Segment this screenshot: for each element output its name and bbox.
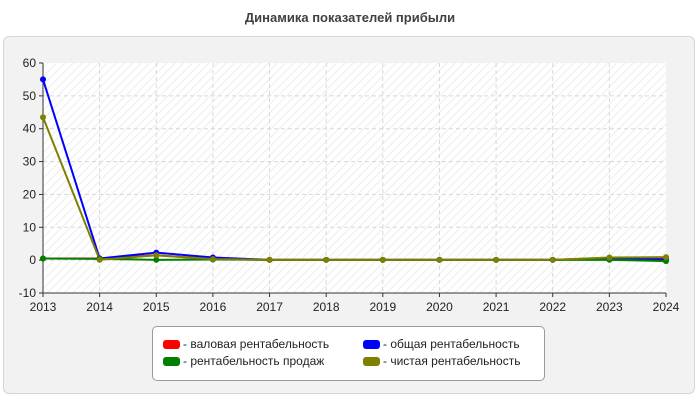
series-4-point (153, 252, 160, 259)
legend-swatch (163, 339, 180, 349)
series-4-point (266, 256, 273, 263)
x-tick-label: 2023 (596, 300, 623, 314)
x-tick-label: 2019 (369, 300, 396, 314)
legend-label: - общая рентабельность (383, 337, 520, 351)
x-tick-label: 2017 (256, 300, 283, 314)
y-tick-label: 40 (23, 122, 37, 136)
y-tick-label: 10 (23, 220, 37, 234)
series-4-point (493, 256, 500, 263)
x-tick-label: 2022 (539, 300, 566, 314)
series-line-4 (42, 116, 667, 261)
x-tick-label: 2013 (30, 300, 57, 314)
legend-item: - чистая рентабельность (363, 354, 520, 368)
x-tick-label: 2018 (313, 300, 340, 314)
legend: - валовая рентабельность - общая рентабе… (152, 326, 545, 381)
series-4-point (663, 254, 669, 261)
series-4-point (209, 256, 216, 263)
series-4-point (40, 114, 46, 121)
x-tick-label: 2014 (86, 300, 113, 314)
legend-swatch (163, 356, 180, 366)
plot-area (43, 63, 666, 293)
series-2-point (40, 76, 46, 83)
legend-item: - общая рентабельность (363, 337, 520, 351)
series-4-point (323, 256, 330, 263)
series-4-point (549, 256, 556, 263)
legend-swatch (363, 339, 380, 349)
series-4-point (379, 256, 386, 263)
series-3-point (153, 256, 160, 263)
y-tick-label: 20 (23, 187, 37, 201)
x-tick-label: 2015 (143, 300, 170, 314)
series-4-point (96, 256, 103, 263)
x-tick-label: 2021 (483, 300, 510, 314)
legend-label: - чистая рентабельность (383, 354, 521, 368)
legend-swatch (363, 356, 380, 366)
legend-label: - рентабельность продаж (183, 354, 325, 368)
series (40, 76, 669, 265)
x-tick-label: 2016 (200, 300, 227, 314)
axes: -10 0 10 20 30 40 50 60 2013 2014 2015 2016 2017 2018… (19, 56, 680, 314)
series-4-point (606, 254, 613, 261)
y-tick-label: 60 (23, 56, 37, 70)
legend-label: - валовая рентабельность (183, 337, 330, 351)
y-tick-label: 30 (23, 155, 37, 169)
legend-item: - валовая рентабельность (163, 337, 329, 351)
y-tick-label: 50 (23, 89, 37, 103)
x-tick-label: 2024 (653, 300, 680, 314)
legend-item: - рентабельность продаж (163, 354, 324, 368)
y-tick-label: -10 (19, 286, 37, 300)
chart-title: Динамика показателей прибыли (244, 10, 456, 25)
x-tick-label: 2020 (426, 300, 453, 314)
series-3-point (40, 255, 46, 262)
y-tick-label: 0 (29, 253, 36, 267)
series-4-point (436, 256, 443, 263)
